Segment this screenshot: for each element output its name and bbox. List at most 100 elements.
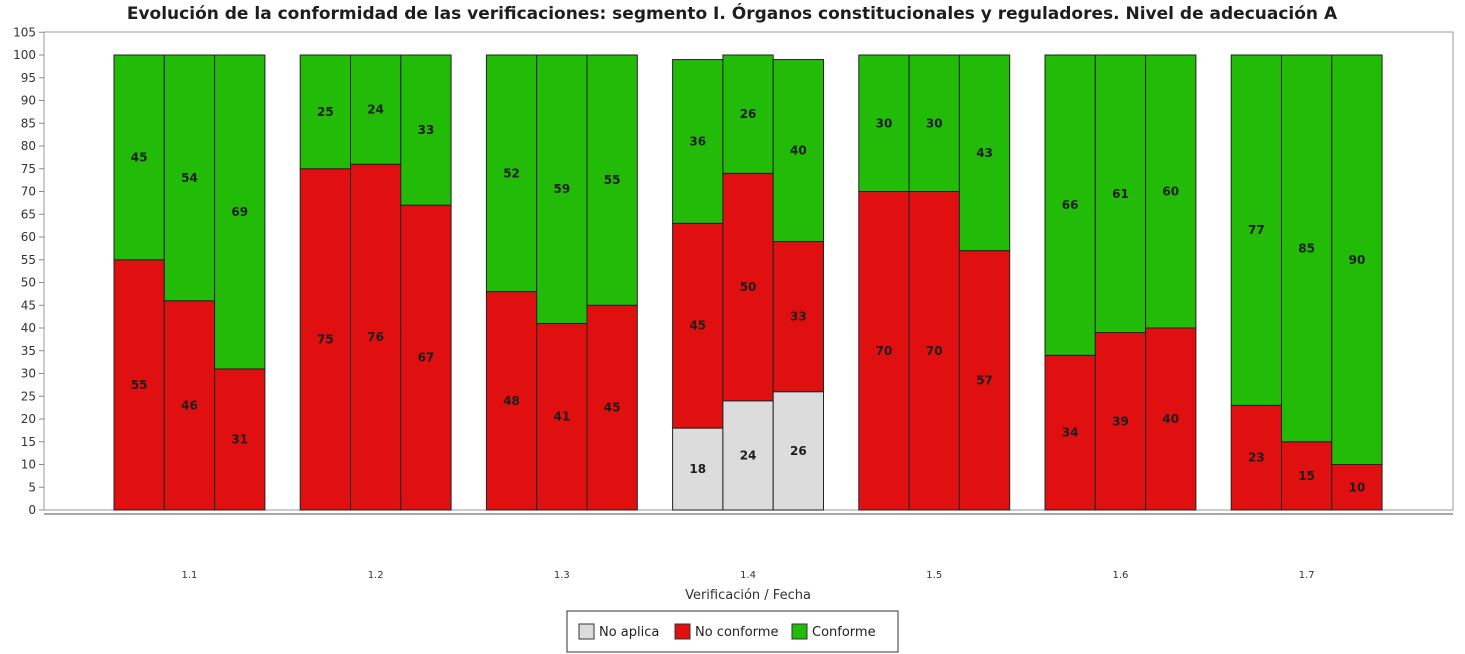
data-label: 75 <box>317 332 334 346</box>
bar-segment <box>722 54 774 174</box>
data-label: 61 <box>1112 187 1129 201</box>
y-tick-label: 20 <box>21 412 36 426</box>
data-label: 85 <box>1298 241 1315 255</box>
data-label: 90 <box>1349 253 1366 267</box>
bar-segment <box>722 172 774 402</box>
bar-segment <box>163 54 216 302</box>
x-axis-label: Verificación / Fecha <box>685 588 811 603</box>
legend-label: Conforme <box>812 625 876 640</box>
bar-segment <box>1094 332 1147 511</box>
data-label: 10 <box>1349 480 1366 494</box>
data-label: 36 <box>689 134 706 148</box>
bar-segment <box>772 59 825 243</box>
y-tick-label: 45 <box>21 298 36 312</box>
bar-segment <box>858 54 910 192</box>
bar-segment <box>350 54 402 165</box>
y-tick-label: 40 <box>21 321 36 335</box>
data-label: 33 <box>790 310 807 324</box>
data-label: 40 <box>790 144 807 158</box>
data-label: 45 <box>604 401 621 415</box>
bar-segment <box>1145 327 1197 511</box>
bar-segment <box>908 54 960 192</box>
data-label: 52 <box>503 166 520 180</box>
data-label: 70 <box>876 344 893 358</box>
bar-segment <box>214 368 266 511</box>
y-tick-label: 55 <box>21 253 36 267</box>
bar-segment <box>1230 54 1282 406</box>
legend-swatch <box>674 623 691 640</box>
bar-segment <box>586 304 638 511</box>
data-label: 43 <box>976 146 993 160</box>
bar-segment <box>672 59 724 224</box>
bar-segment <box>1281 54 1333 443</box>
bar-segment <box>113 259 165 511</box>
y-tick-label: 60 <box>21 230 36 244</box>
bar-segment <box>113 54 165 261</box>
y-tick-label: 50 <box>21 276 36 290</box>
bar-segment <box>586 54 638 306</box>
data-label: 30 <box>876 116 893 130</box>
y-tick-label: 105 <box>13 25 36 39</box>
y-tick-label: 100 <box>13 48 36 62</box>
bar-segment <box>908 191 960 511</box>
data-label: 15 <box>1298 469 1315 483</box>
data-label: 39 <box>1112 414 1129 428</box>
legend-swatch <box>578 623 595 640</box>
bar-segment <box>214 54 266 370</box>
data-label: 55 <box>131 378 148 392</box>
bar-segment <box>400 204 452 511</box>
data-label: 45 <box>131 150 148 164</box>
x-axis: 1.1 1.2 1.3 1.4 1.5 1.6 1.7 <box>44 513 1453 581</box>
y-tick-label: 30 <box>21 367 36 381</box>
legend: No aplica No conforme Conforme <box>566 610 899 653</box>
bar-segment <box>485 291 538 511</box>
legend-box <box>566 610 899 653</box>
y-tick-label: 25 <box>21 389 36 403</box>
data-label: 59 <box>553 182 570 196</box>
y-tick-label: 95 <box>21 71 36 85</box>
data-label: 67 <box>418 351 435 365</box>
legend-label: No conforme <box>695 625 778 640</box>
bar-segment <box>350 163 402 511</box>
bar-segment <box>1230 404 1282 511</box>
bar-segment <box>958 54 1011 252</box>
y-tick-label: 5 <box>28 480 36 494</box>
data-label: 24 <box>367 103 384 117</box>
data-label: 34 <box>1062 426 1079 440</box>
data-label: 57 <box>976 373 993 387</box>
bar-segment <box>485 54 538 293</box>
bar-segment <box>772 391 825 511</box>
bars-layer: 55 45 46 54 31 69 75 25 76 24 67 33 48 52 41 59 45 55 18 45… <box>113 54 1383 511</box>
data-label: 66 <box>1062 198 1079 212</box>
y-tick-label: 0 <box>28 503 36 517</box>
data-label: 69 <box>231 205 248 219</box>
bar-segment <box>1331 464 1383 511</box>
y-tick-label: 10 <box>21 458 36 472</box>
y-tick-label: 85 <box>21 116 36 130</box>
x-tick-label: 1.5 <box>926 570 942 581</box>
bar-segment <box>400 54 452 206</box>
data-label: 41 <box>553 410 570 424</box>
data-label: 70 <box>926 344 943 358</box>
legend-label: No aplica <box>599 625 659 640</box>
data-label: 33 <box>418 123 435 137</box>
x-tick-label: 1.7 <box>1299 570 1315 581</box>
data-label: 50 <box>740 280 757 294</box>
bar-segment <box>1281 441 1333 511</box>
data-label: 45 <box>689 319 706 333</box>
data-label: 54 <box>181 171 198 185</box>
bar-segment <box>1044 354 1096 511</box>
data-label: 60 <box>1162 185 1179 199</box>
data-label: 40 <box>1162 412 1179 426</box>
data-label: 76 <box>367 330 384 344</box>
bar-segment <box>536 322 588 511</box>
data-label: 46 <box>181 398 198 412</box>
y-tick-label: 80 <box>21 139 36 153</box>
y-tick-label: 35 <box>21 344 36 358</box>
data-label: 26 <box>740 107 757 121</box>
x-tick-label: 1.3 <box>554 570 570 581</box>
y-axis: 0 5 10 15 20 25 30 35 40 45 50 55 60 65 70 75 80 85 90 95 10… <box>13 25 44 517</box>
y-tick-label: 75 <box>21 162 36 176</box>
x-tick-label: 1.4 <box>740 570 756 581</box>
data-label: 77 <box>1248 223 1265 237</box>
